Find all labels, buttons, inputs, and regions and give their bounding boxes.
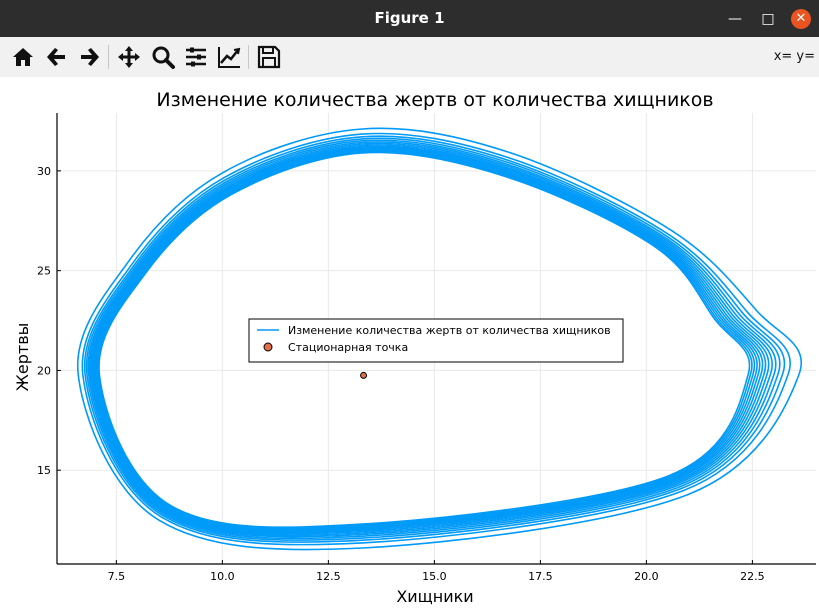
legend: Изменение количества жертв от количества… (248, 318, 624, 363)
home-icon[interactable] (10, 44, 36, 70)
x-tick-label: 10.0 (210, 570, 235, 583)
window-title: Figure 1 (374, 9, 445, 27)
orbit-loop (92, 145, 764, 534)
x-tick-label: 20.0 (634, 570, 659, 583)
y-tick-label: 30 (37, 165, 51, 178)
toolbar-separator (108, 45, 109, 69)
chart-canvas[interactable]: Изменение количества жертв от количества… (0, 77, 819, 615)
legend-label-point: Стационарная точка (288, 341, 408, 354)
orbit-loop (83, 135, 786, 543)
y-tick-label: 20 (37, 364, 51, 377)
window-titlebar: Figure 1 — □ ✕ (0, 0, 819, 37)
close-icon[interactable]: ✕ (791, 9, 811, 29)
toolbar: x= y= (0, 37, 819, 77)
tick-labels: 7.5 10.0 12.5 15.0 17.5 20.0 22.5 15 20 25 30 (37, 165, 765, 583)
subplots-icon[interactable] (183, 44, 209, 70)
y-axis-label: Жертвы (13, 323, 32, 392)
orbit-loop (87, 139, 777, 540)
axes (56, 113, 816, 565)
orbit-loop (93, 146, 761, 533)
x-axis-label: Хищники (396, 587, 473, 606)
legend-box (248, 318, 624, 363)
stationary-point-marker (360, 371, 368, 379)
series-stationary-point (360, 371, 368, 379)
orbit-loop (96, 149, 756, 531)
orbit-loop (97, 150, 753, 530)
edit-curves-icon[interactable] (216, 44, 242, 70)
orbit-loop (98, 151, 751, 529)
orbit-loop (81, 132, 791, 546)
save-icon[interactable] (256, 44, 282, 70)
minimize-icon[interactable]: — (728, 11, 742, 27)
legend-label-orbit: Изменение количества жертв от количества… (288, 324, 611, 337)
orbit-loop (85, 137, 781, 541)
orbit-loop (76, 127, 802, 551)
x-tick-label: 22.5 (740, 570, 765, 583)
x-tick-label: 17.5 (528, 570, 553, 583)
orbit-loop (88, 141, 773, 538)
cursor-coordinates: x= y= (773, 49, 815, 64)
orbit-loop (90, 142, 770, 537)
zoom-icon[interactable] (150, 44, 176, 70)
forward-arrow-icon[interactable] (76, 44, 102, 70)
pan-icon[interactable] (116, 44, 142, 70)
legend-point-swatch (263, 342, 273, 352)
maximize-icon[interactable]: □ (761, 11, 775, 27)
back-arrow-icon[interactable] (44, 44, 70, 70)
orbit-loop (91, 144, 767, 535)
y-tick-label: 25 (37, 265, 51, 278)
x-tick-label: 12.5 (316, 570, 341, 583)
series-orbit (76, 127, 802, 551)
x-tick-label: 15.0 (422, 570, 447, 583)
y-tick-label: 15 (37, 464, 51, 477)
x-tick-label: 7.5 (108, 570, 126, 583)
orbit-loop (95, 148, 758, 532)
toolbar-separator (248, 45, 249, 69)
chart-title: Изменение количества жертв от количества… (156, 89, 713, 111)
